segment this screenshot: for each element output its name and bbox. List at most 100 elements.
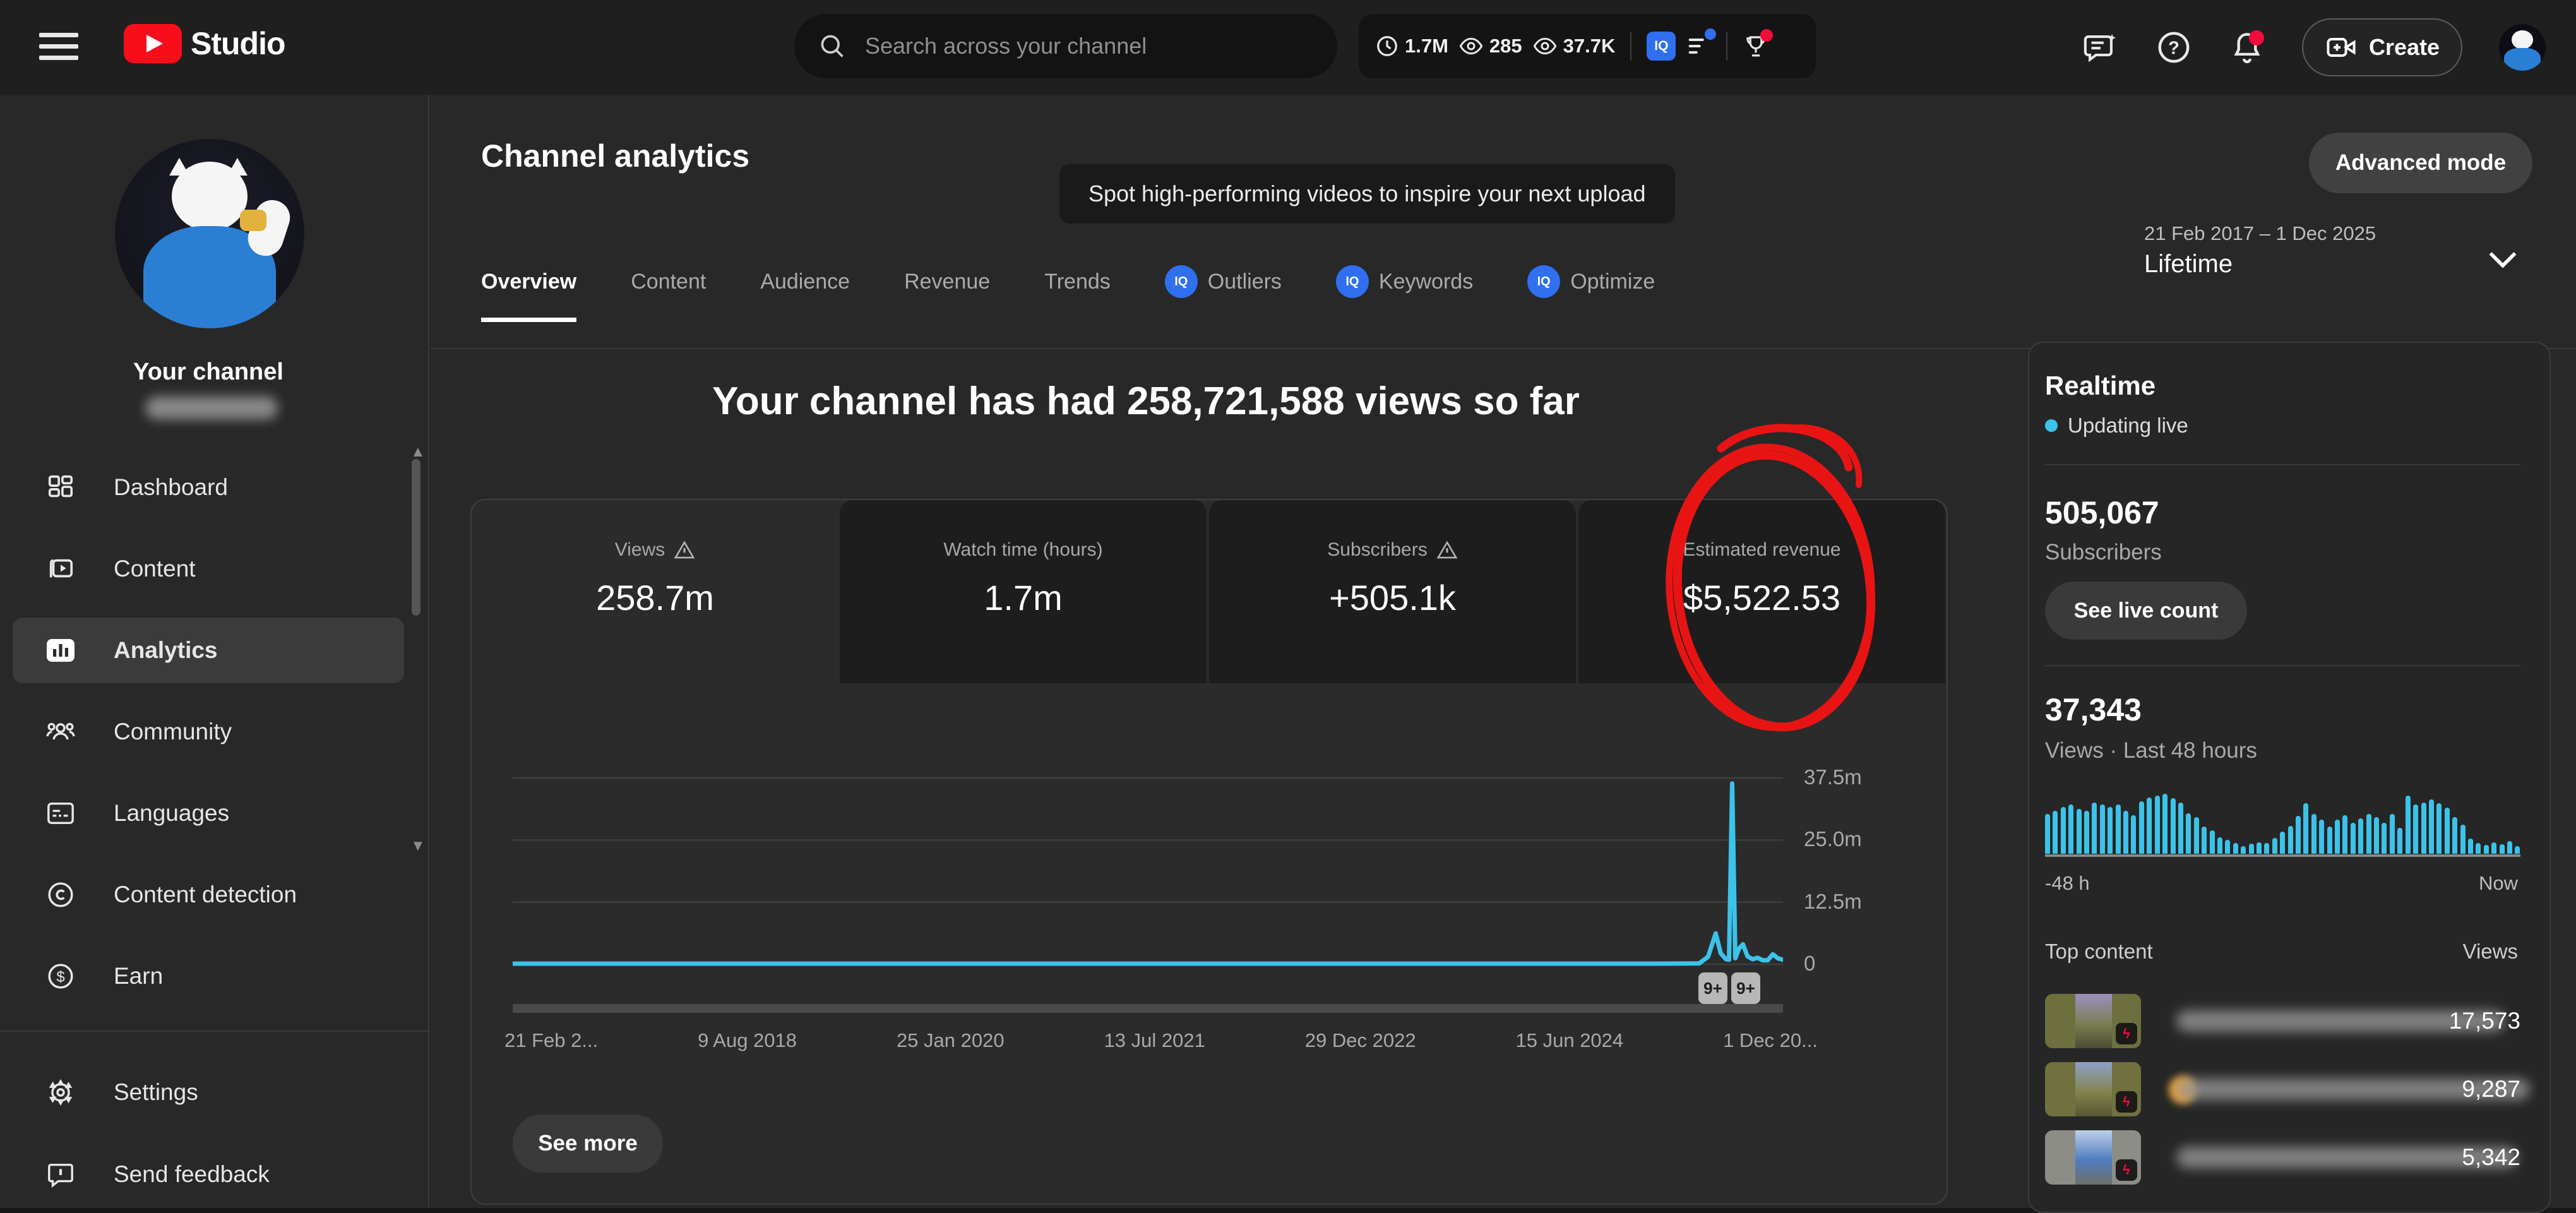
headline: Your channel has had 258,721,588 views s…	[712, 379, 1580, 423]
account-avatar[interactable]	[2499, 24, 2546, 71]
hourly-views-bar	[2374, 816, 2380, 854]
x-axis-tick: 21 Feb 2...	[504, 1029, 599, 1051]
scroll-down-icon[interactable]: ▼	[410, 837, 426, 854]
create-button[interactable]: Create	[2301, 18, 2462, 76]
content-icon	[43, 554, 78, 583]
svg-text:$: $	[56, 969, 64, 986]
video-thumbnail[interactable]: ϟ	[2045, 1062, 2141, 1116]
tab-overview[interactable]: Overview	[481, 270, 577, 322]
x-axis-labels: 21 Feb 2... 9 Aug 2018 25 Jan 2020 13 Jul 2…	[504, 1029, 1818, 1052]
hourly-views-bar	[2460, 825, 2466, 854]
tab-content[interactable]: Content	[631, 270, 706, 322]
hourly-views-bar	[2162, 793, 2168, 854]
sidebar-item-label: Content	[114, 556, 196, 582]
divider	[1630, 32, 1632, 61]
hourly-views-bar	[2084, 811, 2090, 854]
realtime-subscribers-label: Subscribers	[2045, 540, 2162, 565]
y-axis-tick: 37.5m	[1804, 765, 1862, 789]
hourly-views-bar	[2413, 804, 2419, 854]
channel-avatar[interactable]	[115, 139, 304, 328]
date-range-label[interactable]: Lifetime	[2144, 250, 2233, 278]
analytics-tabs: Overview Content Audience Revenue Trends IQ Ou…	[481, 265, 1655, 326]
hourly-views-bar	[2170, 798, 2176, 854]
sidebar-item-dashboard[interactable]: Dashboard	[13, 455, 404, 520]
search-placeholder: Search across your channel	[865, 33, 1147, 59]
hourly-views-bar	[2241, 846, 2246, 854]
tab-label: Optimize	[1570, 269, 1655, 294]
hourly-views-bar	[2319, 819, 2325, 854]
see-live-count-button[interactable]: See live count	[2045, 582, 2247, 640]
hourly-views-bar	[2108, 807, 2113, 854]
chevron-down-icon[interactable]	[2486, 248, 2519, 273]
sidebar-item-settings[interactable]: Settings	[13, 1060, 404, 1125]
top-content-row[interactable]: ϟ 17,573	[2045, 994, 2520, 1048]
tab-outliers[interactable]: IQ Outliers	[1164, 265, 1282, 326]
help-icon[interactable]: ?	[2156, 29, 2192, 66]
metric-card-views[interactable]: Views 258.7m	[472, 500, 838, 683]
advanced-mode-button[interactable]: Advanced mode	[2309, 133, 2532, 193]
scroll-up-icon[interactable]: ▲	[410, 443, 426, 460]
clock-icon	[1375, 34, 1399, 58]
top-bar: Studio Search across your channel 1.7M 28…	[0, 0, 2576, 95]
metric-card-watch-time-hours-[interactable]: Watch time (hours) 1.7m	[838, 500, 1208, 683]
tab-revenue[interactable]: Revenue	[904, 270, 990, 322]
eye-icon	[1458, 33, 1484, 59]
search-input[interactable]: Search across your channel	[794, 14, 1337, 78]
sidebar-item-label: Languages	[114, 800, 230, 826]
vidiq-logo-icon[interactable]: IQ	[1647, 32, 1676, 61]
page-title: Channel analytics	[481, 138, 750, 174]
metric-label: Subscribers	[1327, 539, 1428, 560]
hourly-views-bar	[2335, 819, 2340, 854]
sidebar-item-label: Community	[114, 719, 232, 744]
hourly-views-bar	[2389, 813, 2395, 854]
shorts-icon: ϟ	[2116, 1091, 2137, 1113]
vidiq-stats-bar[interactable]: 1.7M 285 37.7K IQ	[1359, 14, 1816, 78]
hourly-views-bar	[2327, 827, 2332, 854]
metric-card-estimated-revenue[interactable]: Estimated revenue $5,522.53	[1577, 500, 1947, 683]
sidebar-scrollbar[interactable]	[412, 459, 420, 616]
hourly-views-bar	[2193, 816, 2199, 854]
metric-card-subscribers[interactable]: Subscribers +505.1k	[1208, 500, 1577, 683]
tab-keywords[interactable]: IQ Keywords	[1335, 265, 1473, 326]
events-badge[interactable]: 9+	[1731, 972, 1760, 1004]
hourly-views-bar	[2264, 842, 2270, 854]
hourly-views-bar	[2405, 795, 2411, 854]
sidebar-item-content[interactable]: Content	[13, 536, 404, 602]
top-content-row[interactable]: ϟ 9,287	[2045, 1062, 2530, 1116]
last-48h-bar-chart[interactable]	[2045, 792, 2520, 854]
sidebar-item-analytics[interactable]: Analytics	[13, 618, 404, 683]
feedback-comment-icon[interactable]	[2082, 29, 2119, 66]
menu-icon[interactable]	[39, 33, 78, 62]
stat-value: 285	[1489, 35, 1522, 57]
sidebar-item-content-detection[interactable]: Content detection	[13, 862, 404, 928]
x-axis-tick: 9 Aug 2018	[698, 1029, 797, 1051]
hourly-views-bar	[2138, 801, 2144, 854]
bell-icon[interactable]	[2229, 29, 2265, 66]
avatar-cat-head	[2512, 30, 2533, 49]
trophy-icon[interactable]	[1743, 29, 1774, 59]
tab-label: Trends	[1044, 269, 1111, 294]
search-icon	[818, 32, 846, 60]
see-more-button[interactable]: See more	[513, 1114, 663, 1173]
list-icon[interactable]	[1686, 28, 1717, 59]
metric-label: Estimated revenue	[1683, 539, 1841, 560]
youtube-studio-logo[interactable]: Studio	[124, 24, 286, 63]
tab-optimize[interactable]: IQ Optimize	[1527, 265, 1655, 326]
tab-audience[interactable]: Audience	[760, 270, 850, 322]
tab-label: Audience	[760, 269, 850, 294]
hourly-views-bar	[2154, 795, 2160, 854]
sidebar-item-community[interactable]: Community	[13, 699, 404, 765]
hourly-views-bar	[2342, 815, 2348, 854]
axis-label-right: Now	[2478, 872, 2518, 894]
sidebar-item-languages[interactable]: Languages	[13, 780, 404, 846]
tab-trends[interactable]: Trends	[1044, 270, 1111, 322]
top-content-row[interactable]: ϟ 5,342	[2045, 1130, 2520, 1185]
video-views: 5,342	[2462, 1144, 2520, 1170]
video-thumbnail[interactable]: ϟ	[2045, 1130, 2141, 1185]
events-badge[interactable]: 9+	[1698, 972, 1727, 1004]
video-thumbnail[interactable]: ϟ	[2045, 994, 2141, 1048]
vidiq-stat: 285	[1458, 33, 1522, 59]
views-line-chart[interactable]	[513, 727, 1783, 1024]
sidebar-item-send-feedback[interactable]: Send feedback	[13, 1142, 404, 1207]
sidebar-item-earn[interactable]: $ Earn	[13, 943, 404, 1009]
